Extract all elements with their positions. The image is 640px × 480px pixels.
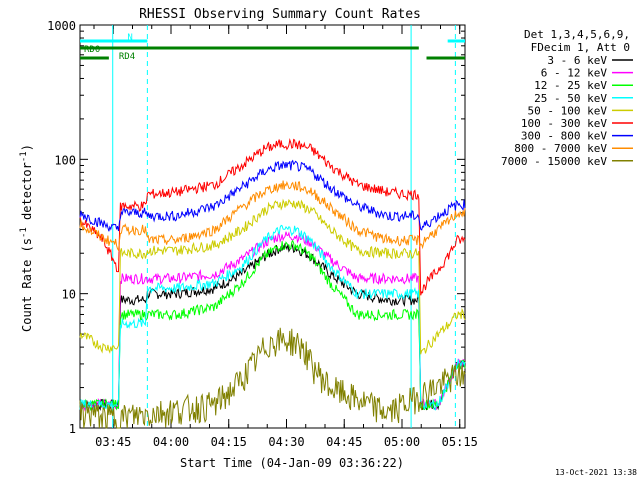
series-line — [79, 198, 466, 355]
x-tick-label: 04:15 — [211, 435, 247, 449]
legend-label: 7000 - 15000 keV — [501, 155, 607, 168]
series-line — [79, 224, 466, 411]
legend-header: FDecim 1, Att 0 — [531, 41, 630, 54]
footer-timestamp: 13-Oct-2021 13:38 — [555, 468, 637, 477]
legend-label: 100 - 300 keV — [521, 117, 607, 130]
legend-label: 300 - 800 keV — [521, 130, 607, 143]
y-tick-label: 1000 — [47, 19, 76, 33]
y-tick-label: 100 — [54, 153, 76, 167]
legend-label: 800 - 7000 keV — [514, 142, 607, 155]
x-tick-label: 05:15 — [442, 435, 478, 449]
y-axis-label: Count Rate (s-1 detector-1) — [19, 144, 34, 332]
x-tick-label: 04:30 — [268, 435, 304, 449]
series-line — [79, 159, 466, 232]
series-line — [79, 239, 466, 412]
x-axis-label: Start Time (04-Jan-09 03:36:22) — [180, 456, 404, 470]
series-line — [79, 327, 466, 429]
series-lines — [79, 138, 466, 429]
legend-header: Det 1,3,4,5,6,9, — [524, 28, 630, 41]
legend-label: 6 - 12 keV — [541, 67, 608, 80]
event-bars: N RD0 RD4 — [80, 33, 465, 62]
legend-label: 25 - 50 keV — [534, 92, 607, 105]
event-bar-label: RD0 — [84, 45, 100, 55]
y-tick-label: 1 — [69, 422, 76, 436]
chart-title: RHESSI Observing Summary Count Rates — [139, 7, 421, 22]
legend-label: 3 - 6 keV — [547, 54, 607, 67]
x-tick-label: 04:45 — [326, 435, 362, 449]
x-tick-label: 05:00 — [384, 435, 420, 449]
plot-axes: 1 10 100 1000 03:45 04:00 04:15 04:30 04:45 05:00… — [47, 19, 478, 449]
event-bar-label: N — [127, 33, 132, 43]
legend-label: 12 - 25 keV — [534, 79, 607, 92]
legend: Det 1,3,4,5,6,9,FDecim 1, Att 03 - 6 keV… — [501, 28, 633, 168]
x-tick-label: 03:45 — [95, 435, 131, 449]
event-bar-label: RD4 — [119, 52, 135, 62]
cyan-marker-lines — [112, 25, 456, 428]
y-tick-label: 10 — [62, 288, 76, 302]
x-tick-label: 04:00 — [153, 435, 189, 449]
series-line — [79, 138, 466, 296]
legend-label: 50 - 100 keV — [528, 104, 608, 117]
series-line — [79, 180, 466, 252]
